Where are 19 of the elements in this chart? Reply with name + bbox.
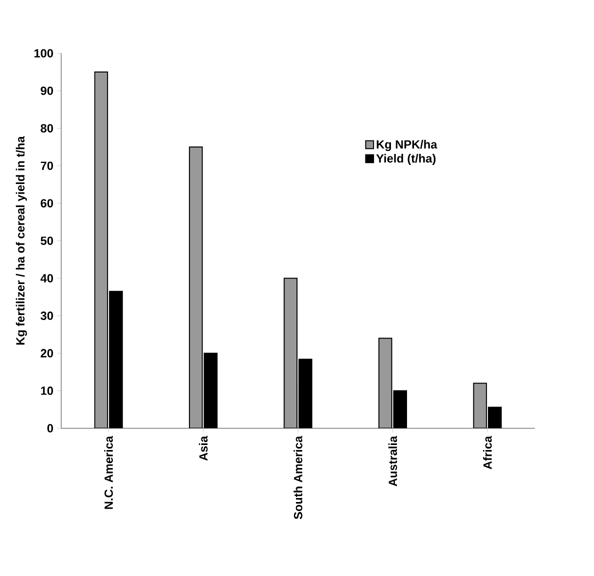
y-tick-label: 90 <box>40 86 53 95</box>
y-tick-label: 100 <box>34 48 53 58</box>
x-tick-label: N.C. America <box>104 436 113 509</box>
y-tick-label: 10 <box>41 386 53 395</box>
legend-label: Kg NPK/ha <box>376 140 438 151</box>
y-tick-label: 80 <box>40 124 53 132</box>
y-tick-label: 0 <box>47 424 53 432</box>
legend-label: Yield (t/ha) <box>376 154 436 165</box>
y-tick-label: 20 <box>40 348 53 358</box>
x-tick-label: South America <box>294 436 302 520</box>
y-tick-label: 60 <box>40 198 53 208</box>
y-tick-label: 30 <box>40 311 53 320</box>
x-tick-label: Australia <box>388 436 398 486</box>
y-tick-label: 40 <box>40 274 53 282</box>
y-tick-label: 70 <box>40 161 53 170</box>
y-tick-label: 50 <box>40 236 53 245</box>
x-tick-label: Asia <box>198 436 208 461</box>
x-tick-label: Africa <box>483 436 492 470</box>
y-axis-title: Kg fertilizer / ha of cereal yield in t/ha <box>16 136 27 344</box>
